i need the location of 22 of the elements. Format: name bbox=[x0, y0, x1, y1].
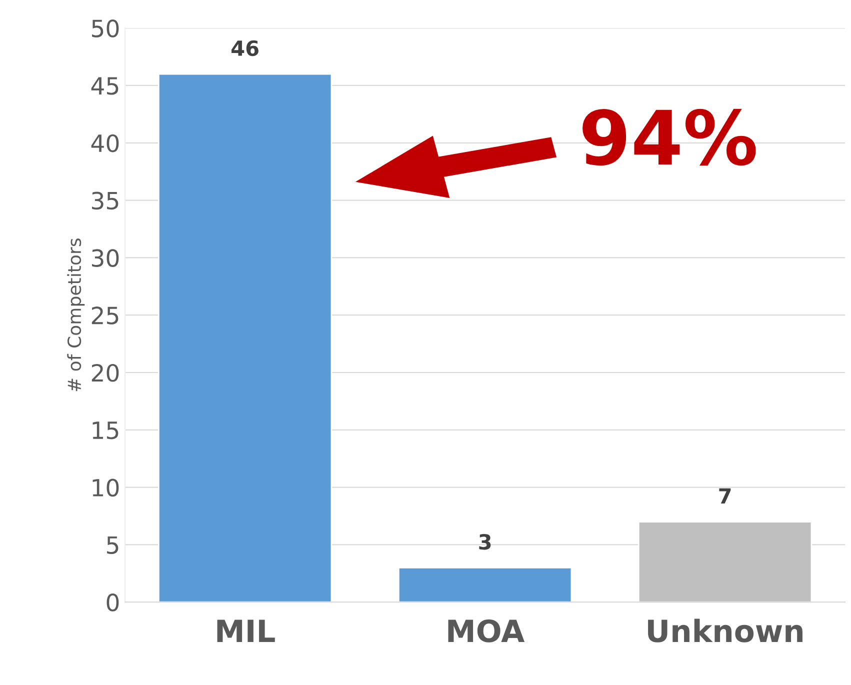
y-tick-label: 20 bbox=[92, 364, 119, 382]
bar bbox=[398, 566, 572, 602]
y-tick-label: 25 bbox=[92, 306, 118, 324]
bar bbox=[158, 73, 332, 602]
y-tick-label: 15 bbox=[92, 422, 118, 440]
y-tick-label: 5 bbox=[107, 536, 118, 554]
x-tick-label: MIL bbox=[217, 620, 275, 642]
y-tick-label: 40 bbox=[91, 134, 119, 152]
y-tick-label: 0 bbox=[106, 594, 119, 612]
y-tick-label: 30 bbox=[92, 249, 119, 268]
x-tick-label: MOA bbox=[448, 619, 525, 642]
bar bbox=[638, 521, 812, 602]
annotation: 94% bbox=[582, 108, 756, 166]
y-tick-label: 45 bbox=[91, 77, 118, 95]
data-label: 7 bbox=[719, 488, 731, 504]
y-tick-label: 50 bbox=[92, 20, 119, 38]
y-tick-label: 35 bbox=[92, 192, 118, 210]
data-label: 3 bbox=[479, 534, 491, 550]
y-tick-label: 10 bbox=[92, 478, 119, 497]
data-label: 46 bbox=[232, 40, 258, 56]
y-axis-title: # of Competitors bbox=[67, 238, 85, 392]
x-tick-label: Unknown bbox=[648, 618, 802, 642]
